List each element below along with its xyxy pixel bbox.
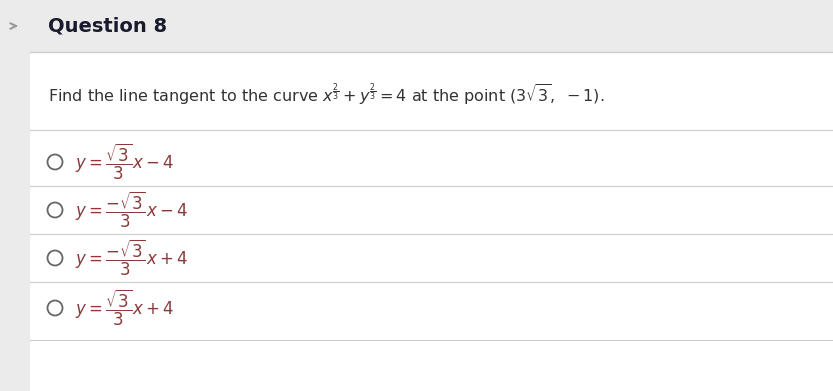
Text: Find the line tangent to the curve $x^{\frac{2}{3}} + y^{\frac{2}{3}} = 4$ at th: Find the line tangent to the curve $x^{\… (48, 81, 605, 107)
Bar (0, 0, 833, 52)
Text: $y = \dfrac{\sqrt{3}}{3}x + 4$: $y = \dfrac{\sqrt{3}}{3}x + 4$ (75, 288, 174, 328)
Text: $y = \dfrac{\sqrt{3}}{3}x - 4$: $y = \dfrac{\sqrt{3}}{3}x - 4$ (75, 142, 174, 182)
Text: Question 8: Question 8 (48, 16, 167, 36)
Bar (30, 52, 833, 391)
Text: $y = \dfrac{-\sqrt{3}}{3}x - 4$: $y = \dfrac{-\sqrt{3}}{3}x - 4$ (75, 190, 188, 230)
Text: $y = \dfrac{-\sqrt{3}}{3}x + 4$: $y = \dfrac{-\sqrt{3}}{3}x + 4$ (75, 238, 188, 278)
Bar (0, 0, 30, 391)
